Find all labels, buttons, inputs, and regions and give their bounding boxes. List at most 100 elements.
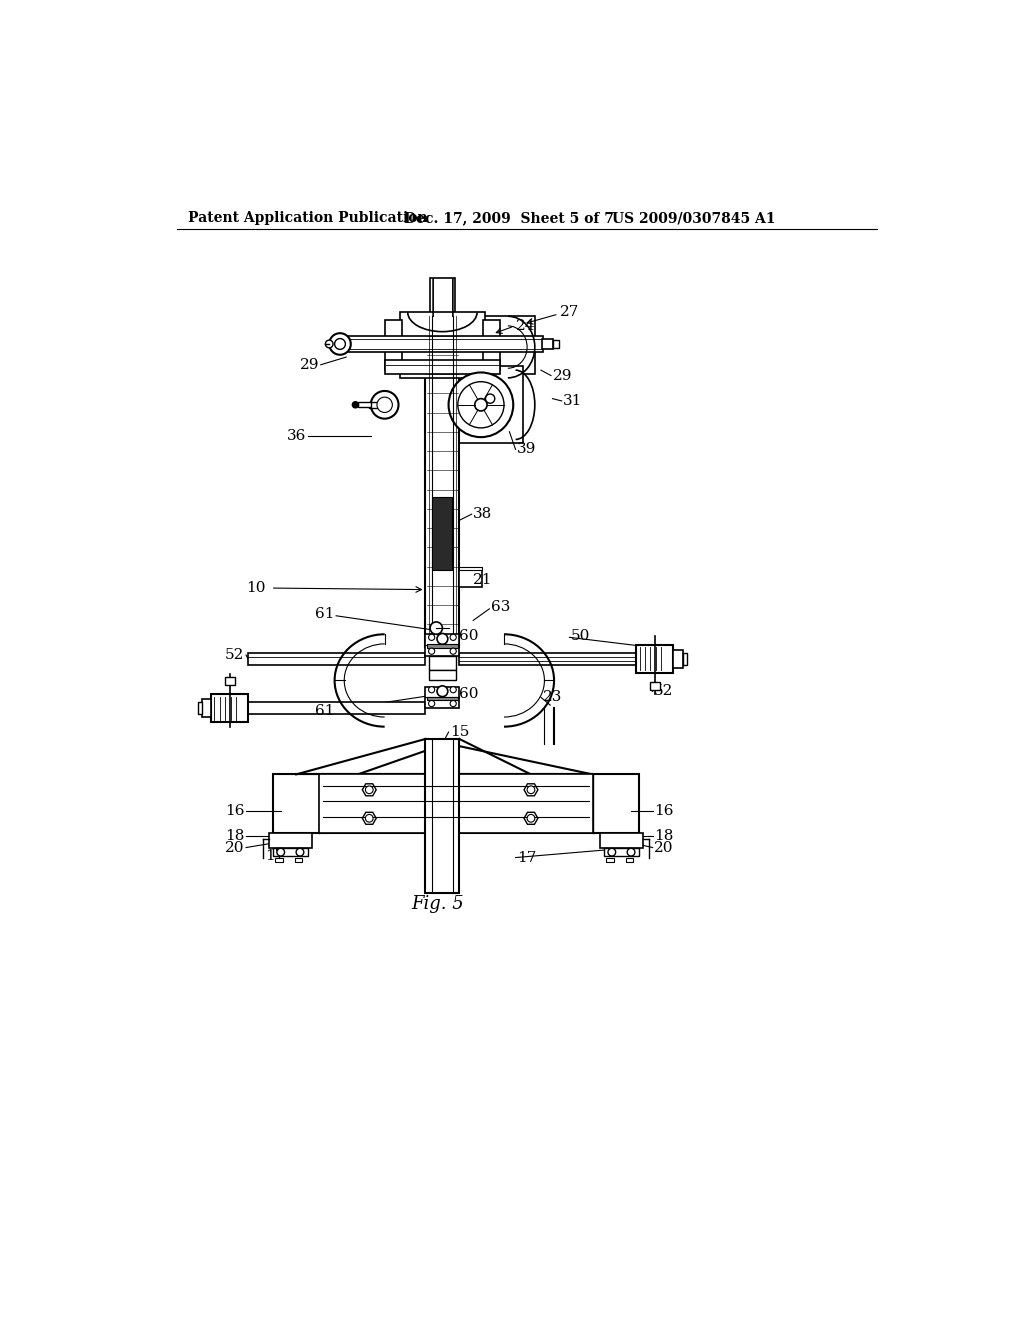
Text: Dec. 17, 2009  Sheet 5 of 7: Dec. 17, 2009 Sheet 5 of 7 [403, 211, 613, 226]
Polygon shape [524, 784, 538, 796]
Text: 38: 38 [473, 507, 493, 521]
Text: 10: 10 [246, 581, 265, 595]
Bar [650, 682, 659, 689]
Bar [425, 635, 460, 656]
Bar [211, 694, 249, 722]
Text: 17: 17 [517, 850, 537, 865]
Circle shape [330, 333, 351, 355]
Bar [202, 700, 211, 718]
Bar [674, 649, 683, 668]
Text: 16: 16 [225, 804, 245, 818]
Bar [370, 401, 386, 408]
Bar [429, 669, 457, 681]
Text: Patent Application Publication: Patent Application Publication [188, 211, 428, 226]
Bar [427, 644, 458, 648]
Circle shape [451, 701, 457, 706]
Text: 63: 63 [490, 599, 510, 614]
Text: Fig. 5: Fig. 5 [412, 895, 464, 912]
Circle shape [377, 397, 392, 413]
Text: 27: 27 [560, 305, 580, 319]
Polygon shape [362, 784, 376, 796]
Circle shape [451, 635, 457, 640]
Bar [460, 653, 637, 665]
Circle shape [628, 849, 635, 855]
Circle shape [485, 395, 495, 404]
Text: 20: 20 [654, 841, 674, 854]
Circle shape [451, 648, 457, 655]
Circle shape [430, 622, 442, 635]
Bar [483, 321, 500, 370]
Polygon shape [362, 812, 376, 824]
Bar [683, 653, 687, 665]
Bar [432, 498, 453, 570]
Text: 52: 52 [654, 684, 674, 698]
Text: 39: 39 [517, 442, 537, 457]
Text: 52: 52 [225, 648, 245, 663]
Bar [319, 775, 593, 833]
Text: 23: 23 [543, 690, 562, 705]
Circle shape [451, 686, 457, 693]
Text: 36: 36 [287, 429, 306, 442]
Bar [427, 697, 458, 701]
Bar [273, 775, 639, 833]
Text: 60: 60 [460, 686, 479, 701]
Bar [637, 645, 674, 673]
Bar [385, 321, 401, 370]
Circle shape [527, 785, 535, 793]
Polygon shape [524, 812, 538, 824]
Bar [542, 339, 553, 350]
Circle shape [366, 814, 373, 822]
Circle shape [352, 401, 358, 408]
Circle shape [429, 648, 435, 655]
Text: 60: 60 [460, 628, 479, 643]
Bar [600, 833, 643, 849]
Text: 29: 29 [300, 358, 319, 372]
Circle shape [608, 849, 615, 855]
Circle shape [371, 391, 398, 418]
Bar [429, 656, 457, 669]
Bar [553, 341, 559, 348]
Bar [273, 849, 307, 857]
Circle shape [449, 372, 513, 437]
Text: 50: 50 [225, 705, 245, 718]
Circle shape [437, 634, 447, 644]
Text: 18: 18 [225, 829, 245, 843]
Circle shape [326, 341, 333, 348]
Circle shape [296, 849, 304, 855]
Text: 31: 31 [563, 393, 583, 408]
Text: 17: 17 [265, 849, 285, 863]
Text: 24: 24 [515, 319, 536, 333]
Bar [606, 858, 614, 862]
Text: US 2009/0307845 A1: US 2009/0307845 A1 [611, 211, 775, 226]
Bar [425, 686, 460, 708]
Bar [269, 833, 311, 849]
Text: 18: 18 [654, 829, 674, 843]
Bar [385, 360, 500, 374]
Bar [249, 702, 425, 714]
Circle shape [527, 814, 535, 822]
Bar [460, 566, 482, 570]
Bar [425, 739, 460, 892]
Circle shape [429, 686, 435, 693]
Bar [460, 570, 482, 587]
Bar [357, 403, 371, 407]
Bar [604, 849, 639, 857]
Bar [626, 858, 634, 862]
Circle shape [335, 339, 345, 350]
Circle shape [366, 785, 373, 793]
Text: 16: 16 [654, 804, 674, 818]
Bar [198, 702, 202, 714]
Circle shape [475, 399, 487, 411]
Text: 15: 15 [451, 725, 469, 739]
Bar [425, 317, 460, 647]
Bar [400, 313, 484, 378]
Bar [225, 677, 234, 685]
Text: 50: 50 [571, 628, 591, 643]
Bar [451, 367, 523, 444]
Text: 61: 61 [315, 705, 335, 718]
Text: 20: 20 [225, 841, 245, 854]
Bar [249, 653, 425, 665]
Circle shape [429, 635, 435, 640]
Text: 61: 61 [315, 607, 335, 622]
Circle shape [437, 686, 447, 697]
